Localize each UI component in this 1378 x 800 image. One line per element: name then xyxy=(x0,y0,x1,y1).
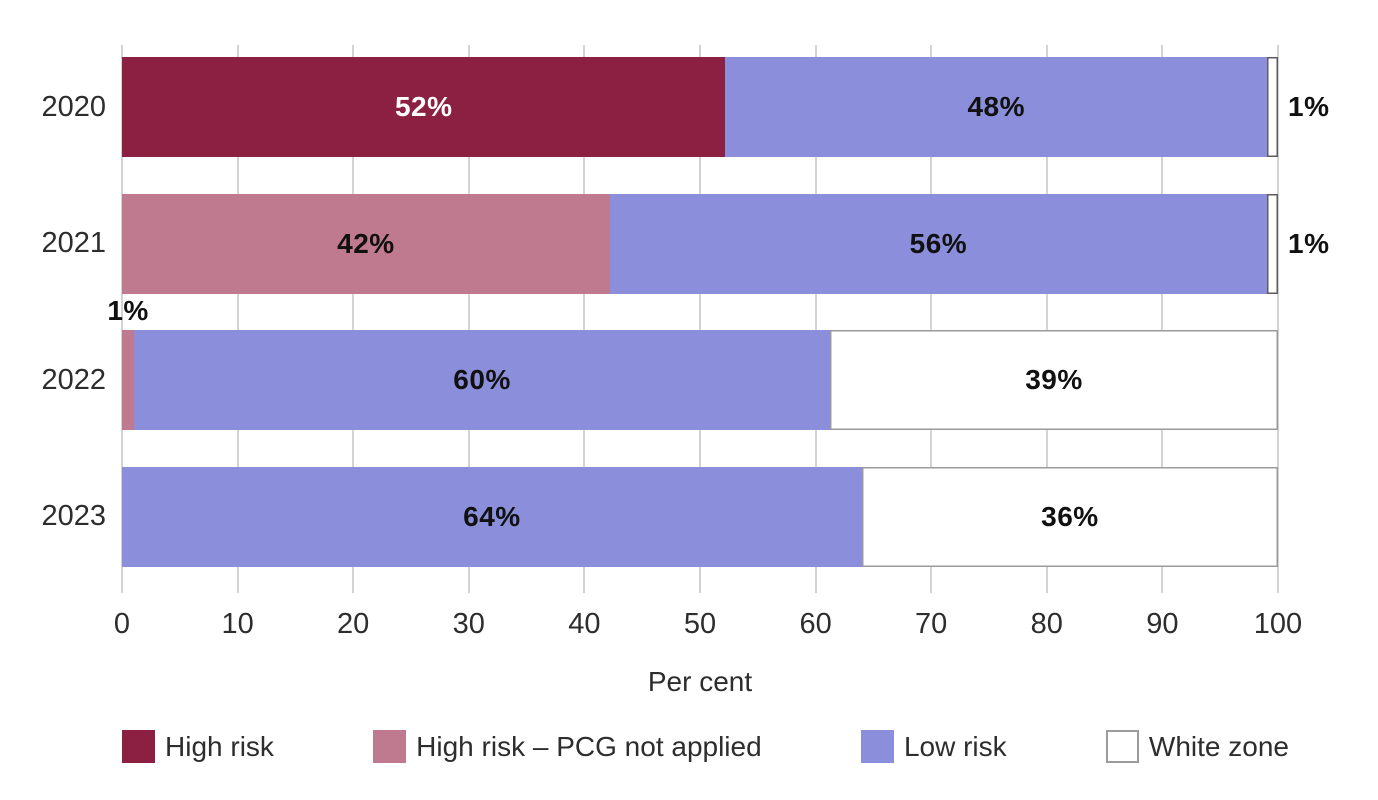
x-tick-label-0: 0 xyxy=(113,608,131,640)
value-label-white-zone-2021: 1% xyxy=(1288,227,1330,259)
gridline-20 xyxy=(352,45,355,593)
gridline-40 xyxy=(583,45,586,593)
legend-item-white-zone: White zone xyxy=(1105,730,1289,763)
x-axis-title: Per cent xyxy=(647,666,753,697)
value-label-white-zone-2020: 1% xyxy=(1288,91,1330,122)
bar-row-2020: 52% 48% 1% xyxy=(122,57,1329,157)
legend-label: White zone xyxy=(1148,730,1289,762)
x-tick-label-70: 70 xyxy=(915,608,948,640)
gridline-10 xyxy=(236,45,239,593)
bar-segment-white-zone-2023: 36% xyxy=(861,466,1278,567)
legend-swatch-icon xyxy=(1105,730,1139,763)
bar-segment-low-risk-2021: 56% xyxy=(609,193,1267,294)
value-label-high-risk-2020: 52% xyxy=(394,91,453,122)
bar-row-2023: 64% 36% xyxy=(122,466,1278,567)
value-label-white-zone-2022: 39% xyxy=(1025,364,1083,395)
bar-segment-high-risk-pcg-not-applied-2021: 42% xyxy=(122,193,610,294)
x-tick-label-10: 10 xyxy=(221,608,254,640)
gridline-70 xyxy=(930,45,933,593)
plot-area: 52% 48% 1% 42% 56% 1% 1% 60% 39% 64% 36% xyxy=(107,45,1329,593)
y-axis-label-2020: 2020 xyxy=(41,90,106,123)
y-axis-label-2022: 2022 xyxy=(41,363,106,396)
gridline-60 xyxy=(814,45,817,593)
value-label-low-risk-2022: 60% xyxy=(453,364,511,395)
x-tick-label-20: 20 xyxy=(337,608,370,640)
y-axis-label-2023: 2023 xyxy=(41,500,106,532)
bar-segment-high-risk-pcg-not-applied-2022: 1% xyxy=(107,295,148,430)
bar-segment-high-risk-2020: 52% xyxy=(122,57,726,157)
bar-segment-low-risk-2022: 60% xyxy=(134,330,831,430)
x-tick-label-50: 50 xyxy=(683,608,717,640)
value-label-low-risk-2020: 48% xyxy=(967,91,1025,122)
gridline-0 xyxy=(121,45,123,593)
gridline-50 xyxy=(699,45,701,593)
x-tick-label-100: 100 xyxy=(1253,608,1303,640)
value-label-low-risk-2021: 56% xyxy=(909,227,968,259)
bar-row-2022: 1% 60% 39% xyxy=(107,295,1278,430)
bar-segment-low-risk-2023: 64% xyxy=(122,466,862,567)
x-tick-label-60: 60 xyxy=(799,608,832,640)
legend-swatch-icon xyxy=(373,730,407,763)
x-tick-label-90: 90 xyxy=(1146,608,1179,640)
legend-swatch-icon xyxy=(122,730,155,763)
gridline-90 xyxy=(1161,45,1164,593)
bar-segment-white-zone-2021 xyxy=(1267,193,1278,294)
bar-row-2021: 42% 56% 1% xyxy=(122,193,1329,294)
x-tick-label-30: 30 xyxy=(452,608,485,640)
value-label-high-risk-pcg-not-applied-2021: 42% xyxy=(337,227,395,259)
x-tick-label-40: 40 xyxy=(568,608,601,640)
legend-item-high-risk: High risk xyxy=(122,730,274,763)
legend-label: High risk xyxy=(165,730,274,762)
gridline-80 xyxy=(1045,45,1048,593)
gridline-100 xyxy=(1277,45,1279,593)
legend: High risk High risk – PCG not applied Low … xyxy=(122,730,1289,763)
bar-segment-white-zone-2020 xyxy=(1267,57,1278,157)
legend-item-low-risk: Low risk xyxy=(860,730,1007,763)
legend-item-high-risk-pcg-not-applied: High risk – PCG not applied xyxy=(373,730,762,763)
value-label-white-zone-2023: 36% xyxy=(1041,500,1099,532)
value-label-high-risk-pcg-not-applied-2022: 1% xyxy=(107,295,149,326)
y-axis-label-2021: 2021 xyxy=(41,227,106,259)
x-tick-label-80: 80 xyxy=(1030,608,1063,640)
legend-label: High risk – PCG not applied xyxy=(416,730,762,762)
value-label-low-risk-2023: 64% xyxy=(463,500,521,532)
legend-label: Low risk xyxy=(903,730,1007,762)
bar-segment-low-risk-2020: 48% xyxy=(725,57,1267,157)
bar-segment-white-zone-2022: 39% xyxy=(830,330,1278,430)
legend-swatch-icon xyxy=(860,730,894,763)
gridline-30 xyxy=(467,45,470,593)
